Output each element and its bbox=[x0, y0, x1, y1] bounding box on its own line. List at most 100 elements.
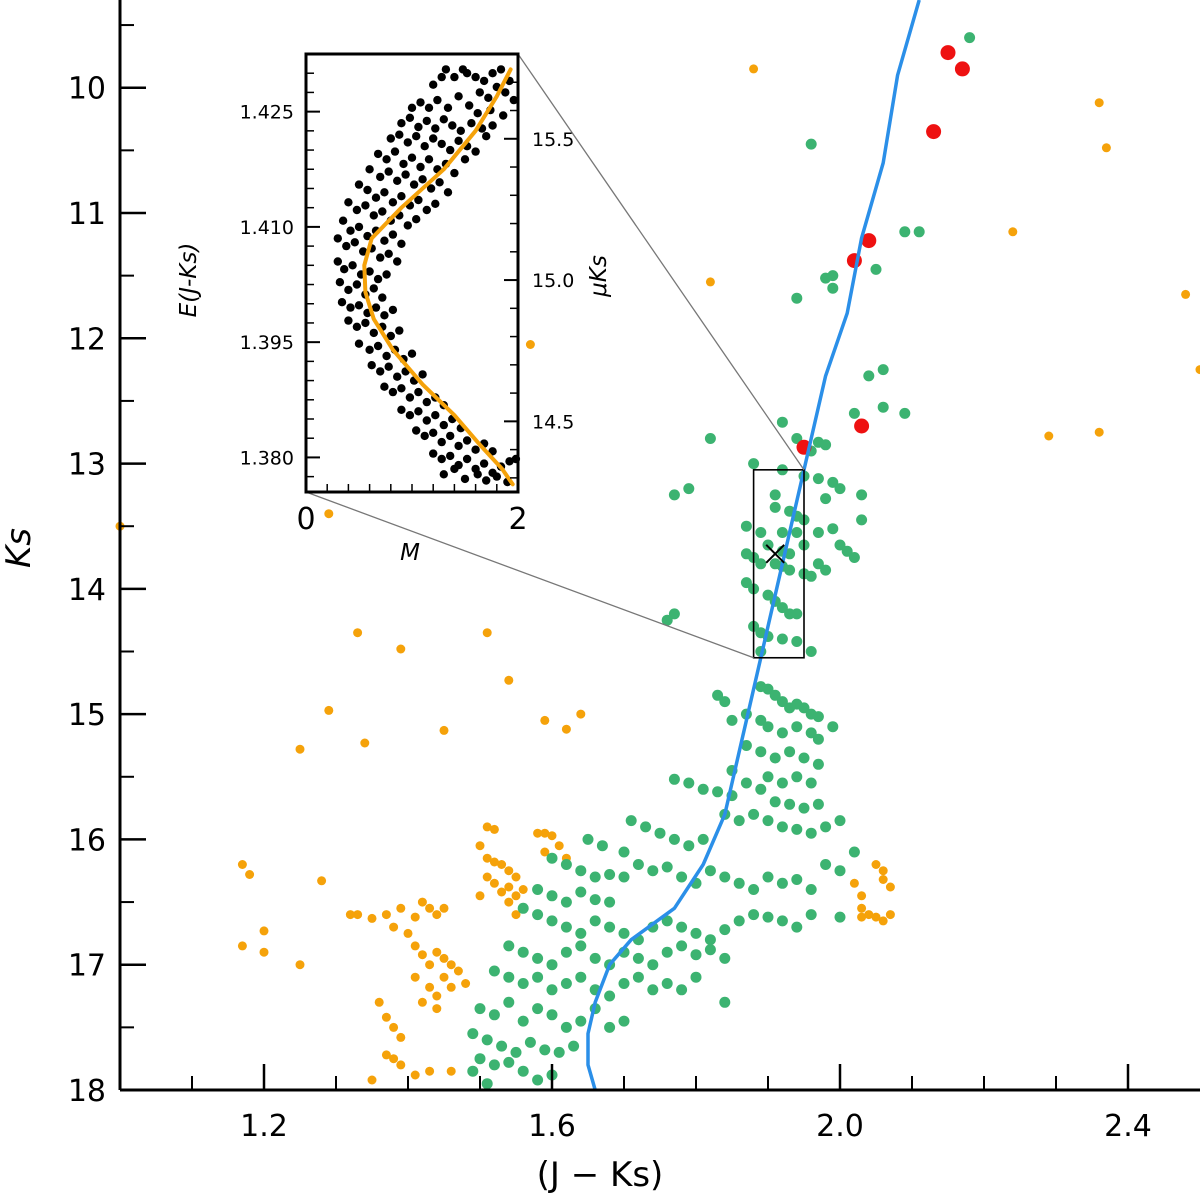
inset-point bbox=[420, 142, 429, 151]
cluster-members-point bbox=[805, 827, 817, 839]
inset-point bbox=[369, 211, 378, 220]
cluster-members-point bbox=[704, 944, 716, 956]
inset-point bbox=[414, 407, 423, 416]
field-stars-point bbox=[389, 1054, 399, 1064]
field-stars-point bbox=[511, 891, 521, 901]
cluster-members-point bbox=[726, 714, 738, 726]
field-stars-point bbox=[705, 277, 715, 287]
cluster-members-point bbox=[791, 433, 803, 444]
inset-point bbox=[352, 280, 362, 289]
field-stars-point bbox=[461, 979, 471, 988]
cluster-members-point bbox=[762, 911, 774, 923]
field-stars-point bbox=[367, 1075, 377, 1085]
cluster-members-point bbox=[503, 996, 515, 1008]
cluster-members-point bbox=[683, 777, 695, 789]
field-stars-point bbox=[396, 903, 406, 913]
cluster-members-point bbox=[719, 952, 731, 964]
field-stars-point bbox=[453, 966, 463, 976]
cluster-members-point bbox=[690, 971, 702, 983]
inset-x-axis-title: M bbox=[400, 540, 420, 566]
cluster-members-point bbox=[618, 978, 630, 989]
inset-point bbox=[414, 195, 423, 205]
inset-point bbox=[350, 238, 359, 247]
cluster-members-point bbox=[632, 859, 644, 870]
field-stars-point bbox=[295, 744, 305, 754]
inset-point bbox=[376, 367, 385, 376]
field-stars-point bbox=[389, 1022, 399, 1032]
cluster-members-point bbox=[755, 714, 767, 726]
inset-point bbox=[454, 441, 463, 451]
inset-point bbox=[395, 326, 404, 335]
inset-point bbox=[505, 457, 514, 466]
cluster-members-point bbox=[560, 896, 572, 908]
cluster-members-point bbox=[517, 1065, 529, 1077]
cluster-members-point bbox=[625, 815, 637, 827]
cluster-members-point bbox=[841, 545, 853, 557]
field-stars-point bbox=[511, 910, 521, 920]
cluster-members-point bbox=[704, 433, 716, 444]
cluster-members-point bbox=[776, 633, 788, 645]
inset-point bbox=[439, 115, 448, 124]
inset-point bbox=[393, 176, 402, 185]
field-stars-point bbox=[504, 675, 514, 685]
cluster-members-point bbox=[820, 439, 832, 451]
inset-point bbox=[441, 65, 451, 74]
inset-point bbox=[456, 126, 465, 135]
field-stars-point bbox=[857, 903, 867, 913]
inset-point bbox=[380, 382, 389, 391]
field-stars-point bbox=[482, 822, 492, 832]
inset-left-tick-label: 1.410 bbox=[240, 217, 294, 239]
cluster-members-point bbox=[877, 401, 889, 413]
cluster-members-point bbox=[618, 1015, 630, 1027]
field-stars-point bbox=[237, 860, 247, 869]
y-tick-label: 13 bbox=[68, 448, 106, 483]
cluster-members-point bbox=[798, 752, 810, 764]
inset-point bbox=[501, 88, 510, 97]
inset-point bbox=[397, 119, 406, 128]
cluster-members-point bbox=[668, 833, 680, 845]
inset-point bbox=[407, 153, 417, 162]
field-stars-point bbox=[525, 340, 535, 349]
inset-point bbox=[488, 121, 497, 130]
cluster-members-point bbox=[546, 915, 558, 927]
field-stars-point bbox=[482, 628, 492, 638]
field-stars-point bbox=[561, 724, 571, 734]
inset-point bbox=[460, 155, 470, 164]
cluster-members-point bbox=[776, 416, 788, 428]
inset-point bbox=[407, 349, 417, 358]
field-stars-point bbox=[849, 878, 859, 888]
cluster-members-point bbox=[812, 733, 824, 745]
field-stars-point bbox=[425, 960, 435, 970]
inset-point bbox=[382, 270, 391, 279]
field-stars-point bbox=[410, 941, 420, 951]
cluster-members-point bbox=[575, 1015, 587, 1027]
inset-left-tick-label: 1.395 bbox=[240, 332, 294, 354]
cluster-members-point bbox=[604, 990, 616, 1002]
inset-point bbox=[429, 449, 438, 458]
cluster-members-point bbox=[532, 1003, 544, 1015]
inset-point bbox=[422, 416, 431, 425]
field-stars-point bbox=[417, 897, 427, 907]
field-stars-point bbox=[475, 841, 485, 851]
cluster-members-point bbox=[632, 971, 644, 983]
inset-point bbox=[338, 216, 348, 225]
cluster-members-point bbox=[769, 752, 781, 764]
inset-point bbox=[437, 437, 446, 447]
inset-point bbox=[390, 147, 400, 156]
field-stars-point bbox=[389, 922, 399, 932]
field-stars-point bbox=[403, 928, 413, 938]
inset-right-tick-label: 15.0 bbox=[532, 270, 574, 292]
cluster-members-point bbox=[748, 909, 760, 921]
inset-point bbox=[479, 76, 489, 86]
inset-point bbox=[335, 278, 345, 287]
inset-point bbox=[429, 80, 438, 89]
inset-point bbox=[399, 159, 408, 169]
inset-right-tick-label: 14.5 bbox=[532, 411, 574, 433]
field-stars-point bbox=[439, 953, 449, 963]
field-stars-point bbox=[295, 960, 305, 970]
field-stars-point bbox=[446, 982, 456, 992]
field-stars-point bbox=[533, 828, 543, 838]
inset-point bbox=[416, 98, 425, 107]
cluster-members-point bbox=[575, 927, 587, 939]
x-tick-label: 2.4 bbox=[1104, 1109, 1152, 1144]
